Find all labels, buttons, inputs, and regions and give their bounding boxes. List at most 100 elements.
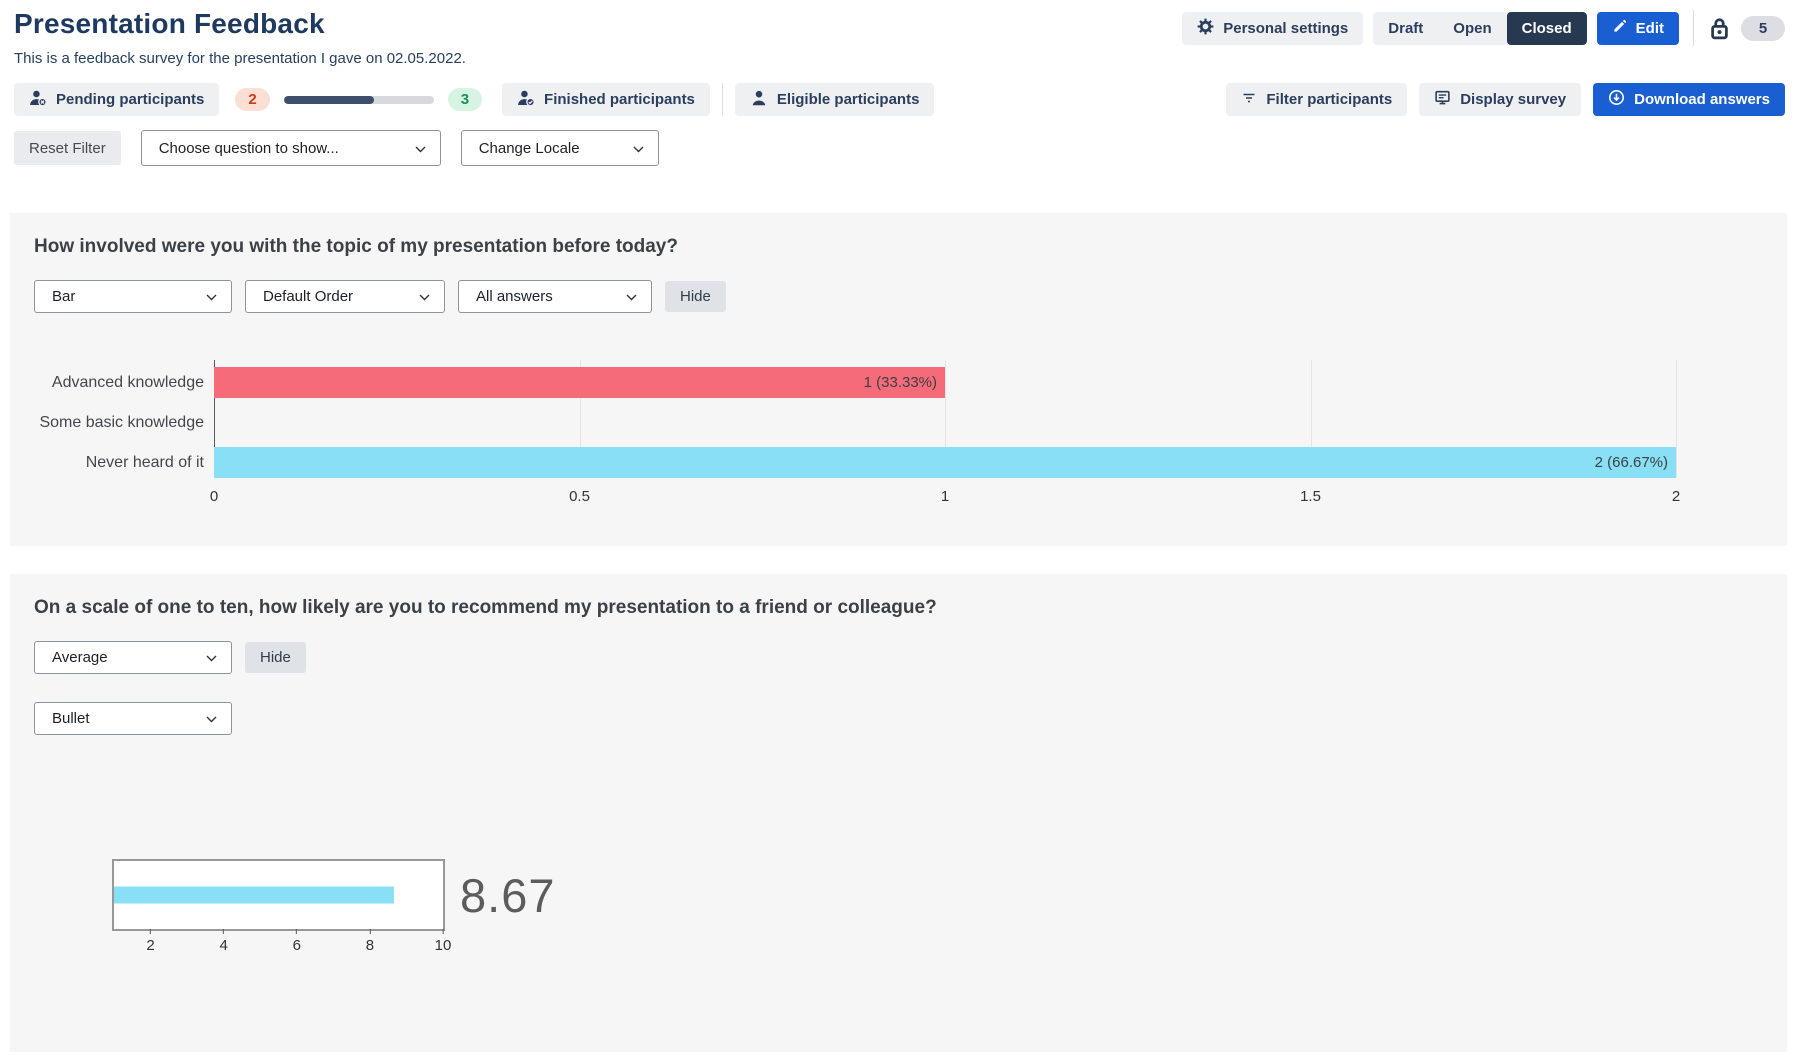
axis-tick-label: 2	[1671, 488, 1681, 505]
download-answers-label: Download answers	[1634, 91, 1770, 108]
hide-question2-button[interactable]: Hide	[245, 642, 306, 673]
bullet-chart-type-value: Bullet	[52, 710, 90, 727]
average-value: 8.67	[460, 868, 556, 922]
axis-tick-label: 1	[940, 488, 950, 505]
bar-value-label: 2 (66.67%)	[1594, 454, 1668, 471]
order-select[interactable]: Default Order	[245, 280, 445, 313]
filter-row: Reset Filter Choose question to show... …	[0, 130, 1797, 166]
metric-select[interactable]: Average	[34, 641, 232, 674]
chevron-down-icon	[419, 288, 430, 305]
header-left: Presentation Feedback This is a feedback…	[14, 8, 466, 67]
tick-label: 8	[365, 937, 375, 954]
bullet-axis-tick: 2	[146, 929, 155, 954]
locale-select-value: Change Locale	[478, 139, 580, 157]
eligible-participants-button[interactable]: Eligible participants	[734, 83, 935, 116]
tick-mark	[369, 929, 371, 934]
status-tab-draft[interactable]: Draft	[1388, 19, 1424, 37]
participants-progress-fill	[283, 95, 374, 104]
status-tab-open[interactable]: Open	[1453, 19, 1492, 37]
bar-segment: 2 (66.67%)	[214, 447, 1676, 478]
bar-chart-grid	[214, 360, 1677, 478]
download-answers-button[interactable]: Download answers	[1593, 83, 1785, 116]
participants-progress-bar	[283, 95, 434, 104]
chevron-down-icon	[415, 140, 426, 157]
tick-mark	[442, 929, 444, 934]
bullet-chart-box: 2 4 6 8 10	[112, 859, 451, 954]
personal-settings-button[interactable]: Personal settings	[1182, 11, 1364, 45]
status-tab-closed[interactable]: Closed	[1506, 11, 1587, 45]
metric-select-value: Average	[52, 649, 108, 666]
pending-participants-label: Pending participants	[56, 91, 205, 108]
personal-settings-label: Personal settings	[1223, 19, 1349, 37]
download-circle-icon	[1608, 89, 1625, 110]
gridline	[579, 360, 581, 478]
gridline	[1676, 360, 1677, 478]
gridline	[214, 360, 215, 478]
lock-icon	[1708, 16, 1731, 41]
category-label: Some basic knowledge	[39, 413, 204, 431]
screen-icon	[1434, 89, 1451, 110]
hide-question1-button[interactable]: Hide	[665, 281, 726, 312]
question1-card: How involved were you with the topic of …	[10, 213, 1787, 546]
answers-filter-select[interactable]: All answers	[458, 280, 652, 313]
category-label: Advanced knowledge	[51, 373, 204, 391]
header-actions: Personal settings Draft Open Closed Edit	[1182, 8, 1785, 46]
person-check-icon	[517, 89, 535, 111]
order-select-value: Default Order	[263, 288, 354, 305]
finished-participants-button[interactable]: Finished participants	[502, 83, 710, 116]
filter-participants-button[interactable]: Filter participants	[1226, 83, 1408, 116]
chart-row: Never heard of it 2 (66.67%)	[86, 447, 1676, 478]
bar-chart: Advanced knowledge 1 (33.33%) Some basic k…	[34, 360, 1763, 506]
question1-controls: Bar Default Order All answers Hide	[34, 280, 1763, 313]
person-x-icon	[29, 89, 47, 111]
tick-mark	[150, 929, 152, 934]
survey-status-segmented-control: Draft Open Closed	[1373, 11, 1587, 45]
gridline	[1310, 360, 1312, 478]
question2-chart-type-row: Bullet	[34, 702, 1763, 735]
bullet-axis-tick: 4	[219, 929, 228, 954]
bar-value-label: 1 (33.33%)	[863, 374, 937, 391]
participants-actions: Filter participants Display survey	[1226, 83, 1785, 116]
question-select[interactable]: Choose question to show...	[140, 130, 441, 166]
bullet-axis-tick: 8	[366, 929, 374, 954]
filter-participants-label: Filter participants	[1266, 91, 1393, 108]
question-select-value: Choose question to show...	[158, 139, 339, 157]
axis-tick-label: 0.5	[569, 488, 590, 505]
axis-tick-label: 0	[209, 488, 219, 505]
eligible-participants-label: Eligible participants	[776, 91, 920, 108]
locale-select[interactable]: Change Locale	[460, 130, 659, 166]
top-bar: Presentation Feedback This is a feedback…	[0, 0, 1797, 67]
tick-mark	[223, 929, 225, 934]
chart-row: Advanced knowledge 1 (33.33%)	[52, 367, 1676, 398]
edit-button[interactable]: Edit	[1596, 11, 1679, 45]
pencil-icon	[1612, 19, 1627, 38]
finished-participants-label: Finished participants	[544, 91, 695, 108]
axis-tick-label: 1.5	[1300, 488, 1321, 505]
bullet-axis-tick: 10	[435, 929, 451, 954]
chart-type-select[interactable]: Bar	[34, 280, 232, 313]
chart-row: Some basic knowledge	[39, 407, 1676, 438]
bullet-chart-type-select[interactable]: Bullet	[34, 702, 232, 735]
bar-chart-axis: 0 0.5 1 1.5 2	[210, 484, 1680, 506]
tick-label: 6	[292, 937, 301, 954]
display-survey-button[interactable]: Display survey	[1419, 83, 1582, 116]
edit-label: Edit	[1635, 19, 1664, 37]
bar-segment: 1 (33.33%)	[214, 367, 945, 398]
question2-title: On a scale of one to ten, how likely are…	[34, 597, 937, 618]
gear-icon	[1197, 18, 1214, 39]
tick-label: 4	[219, 937, 228, 954]
question2-controls: Average Hide	[34, 641, 1763, 674]
participants-divider	[721, 83, 723, 116]
header-divider	[1693, 10, 1694, 46]
bullet-chart-axis: 2 4 6 8 10	[114, 929, 451, 955]
reset-filter-button[interactable]: Reset Filter	[14, 131, 121, 165]
bar-chart-plot: Advanced knowledge 1 (33.33%) Some basic k…	[39, 360, 1677, 478]
gridline	[945, 360, 946, 478]
category-label: Never heard of it	[85, 453, 204, 471]
bar-chart-rows: Advanced knowledge 1 (33.33%) Some basic k…	[39, 367, 1676, 478]
chevron-down-icon	[633, 140, 644, 157]
pending-participants-button[interactable]: Pending participants	[14, 83, 220, 116]
chart-type-value: Bar	[52, 288, 76, 305]
participants-toolbar: Pending participants 2 3 Finished partic…	[0, 83, 1797, 116]
